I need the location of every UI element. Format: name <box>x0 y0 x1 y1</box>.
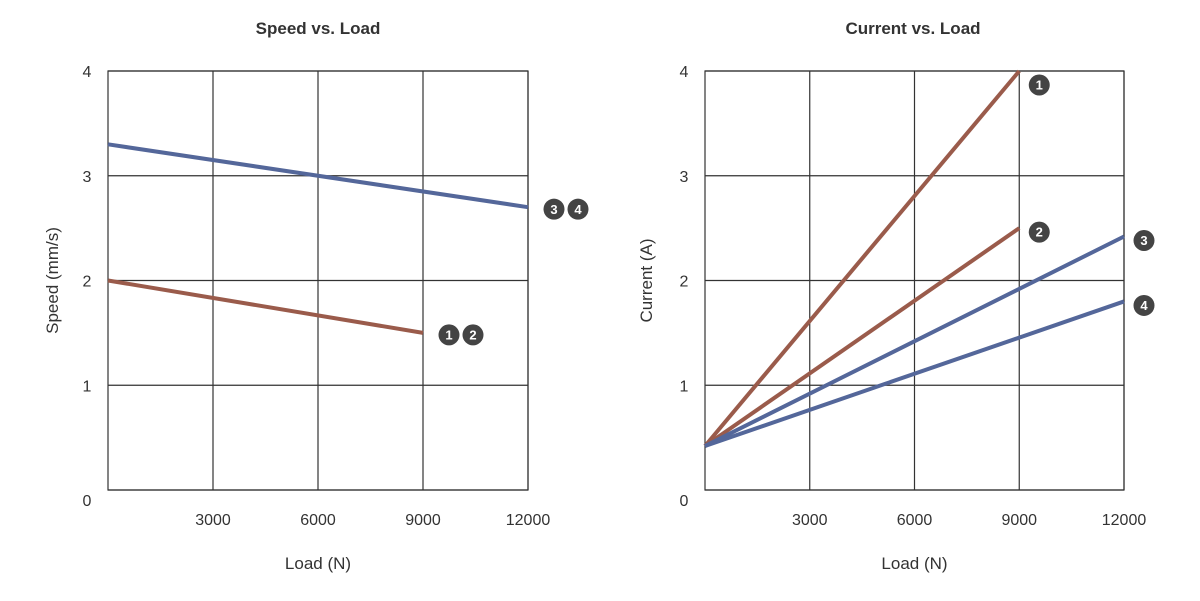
y-tick-label: 0 <box>680 493 689 510</box>
series-badge <box>438 324 460 346</box>
series-badge-label: 3 <box>1140 233 1147 248</box>
series-badge-label: 4 <box>1140 298 1148 313</box>
series-line <box>704 299 1125 448</box>
y-tick-label: 2 <box>83 274 92 291</box>
series-badge <box>1028 221 1050 243</box>
series-badge-label: 1 <box>445 327 452 342</box>
y-tick-label: 2 <box>680 274 689 291</box>
chart-panel-1: Speed vs. Load 3000 6000 9000 12000 0 1 2 3 4 Load… <box>43 19 589 573</box>
series-line <box>703 69 1021 448</box>
y-tick-label: 3 <box>83 169 92 186</box>
y-tick-label: 1 <box>83 378 92 395</box>
y-tick-label: 0 <box>83 493 92 510</box>
x-tick-label: 9000 <box>405 512 441 529</box>
x-tick-label: 12000 <box>1102 512 1147 529</box>
series-line <box>704 234 1125 448</box>
x-tick-label: 3000 <box>195 512 231 529</box>
x-axis-label: Load (N) <box>881 554 947 573</box>
x-tick-label: 3000 <box>792 512 828 529</box>
y-axis-label: Speed (mm/s) <box>43 227 62 334</box>
x-tick-label: 6000 <box>897 512 933 529</box>
x-tick-label: 12000 <box>506 512 551 529</box>
series-badge-label: 1 <box>1036 78 1043 93</box>
series-badge <box>543 198 565 220</box>
y-tick-label: 1 <box>680 378 689 395</box>
series-badge <box>567 198 589 220</box>
plot-frame <box>704 70 1125 491</box>
series-badge-label: 2 <box>1036 225 1043 240</box>
y-tick-label: 4 <box>680 64 689 81</box>
series-line <box>107 142 529 210</box>
chart-panel-2: Current vs. Load 3000 6000 9000 12000 0 1 2 3 4 Lo… <box>637 19 1155 573</box>
x-tick-label: 9000 <box>1001 512 1037 529</box>
series-badge-label: 3 <box>550 202 557 217</box>
series-badge-label: 4 <box>574 202 582 217</box>
series-badge <box>462 324 484 346</box>
series-line <box>703 226 1021 448</box>
y-axis-label: Current (A) <box>637 238 656 322</box>
x-axis-label: Load (N) <box>285 554 351 573</box>
x-tick-label: 6000 <box>300 512 336 529</box>
series-badge <box>1133 294 1155 316</box>
chart-title: Speed vs. Load <box>256 19 381 38</box>
series-badge <box>1133 230 1155 252</box>
series-line <box>107 278 424 335</box>
y-tick-label: 3 <box>680 169 689 186</box>
series-badge <box>1028 74 1050 96</box>
y-tick-label: 4 <box>83 64 92 81</box>
chart-title: Current vs. Load <box>845 19 980 38</box>
series-badge-label: 2 <box>469 327 476 342</box>
